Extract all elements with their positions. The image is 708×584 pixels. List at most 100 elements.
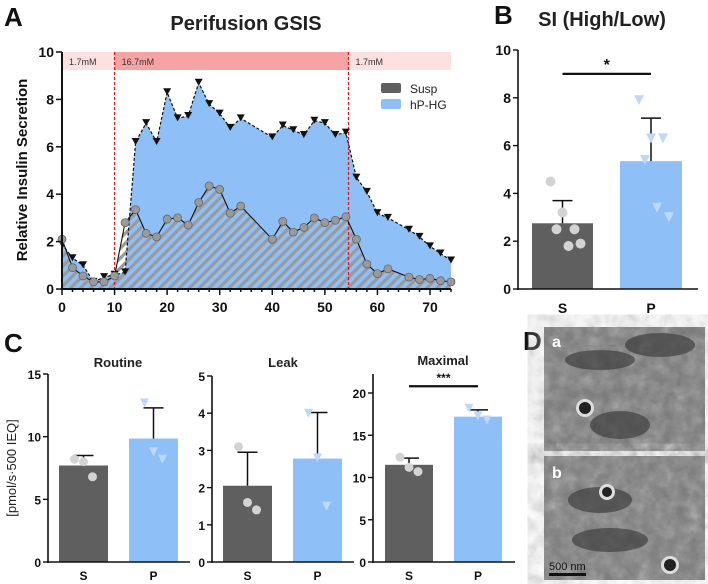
susp-point — [204, 181, 214, 191]
hp-hg-point — [341, 128, 350, 136]
y-tick-label: 0 — [198, 556, 205, 570]
x-tick-label: 10 — [107, 299, 123, 315]
susp-point — [436, 276, 445, 286]
hp-hg-point — [131, 138, 140, 146]
x-tick-label: S — [243, 569, 251, 583]
hp-hg-point — [268, 133, 277, 141]
y-tick-label: 8 — [46, 91, 54, 107]
data-point — [234, 442, 243, 452]
susp-point — [131, 205, 141, 215]
legend-label: Susp — [410, 82, 438, 96]
y-tick-label: 6 — [503, 138, 511, 154]
data-point — [149, 447, 158, 457]
susp-point — [173, 213, 183, 223]
y-tick-label: 2 — [503, 233, 511, 249]
granule-core — [579, 402, 591, 414]
hp-hg-point — [352, 173, 361, 181]
x-tick-label: 20 — [159, 299, 175, 315]
scale-bar-label: 500 nm — [549, 561, 586, 573]
hp-hg-point — [447, 256, 456, 264]
hp-hg-point — [100, 273, 109, 281]
data-point — [473, 411, 483, 421]
data-point — [482, 415, 492, 425]
x-tick-label: 0 — [58, 299, 66, 315]
data-point — [395, 452, 405, 462]
glucose-band — [348, 52, 452, 70]
x-tick-label: S — [558, 300, 567, 316]
hp-hg-point — [226, 123, 235, 131]
y-tick-label: 15 — [28, 368, 42, 382]
hp-hg-point — [215, 109, 224, 117]
hp-hg-point — [320, 119, 329, 127]
x-tick-label: 30 — [212, 299, 228, 315]
y-tick-label: 1 — [198, 519, 205, 533]
susp-point — [341, 212, 351, 222]
bar-P — [454, 416, 502, 562]
hp-hg-point — [163, 88, 172, 96]
susp-point — [351, 234, 361, 244]
hp-hg-point — [362, 187, 371, 195]
susp-point — [152, 232, 162, 242]
hp-hg-point — [310, 116, 319, 124]
chart-title: SI (High/Low) — [538, 9, 666, 31]
x-tick-label: P — [646, 300, 655, 316]
y-tick-label: 0 — [34, 556, 41, 570]
scale-bar — [549, 573, 586, 576]
hp-hg-point — [236, 114, 245, 122]
y-tick-label: 2 — [46, 234, 54, 250]
x-tick-label: P — [474, 569, 482, 583]
panel-letter-d: D — [523, 326, 542, 356]
hp-hg-point — [436, 249, 445, 257]
data-point — [404, 462, 414, 472]
susp-point — [330, 215, 340, 225]
susp-point — [299, 222, 309, 232]
data-point — [158, 454, 167, 464]
y-axis-label: Relative Insulin Secretion — [14, 79, 31, 262]
hp-hg-point — [404, 225, 413, 233]
susp-point — [383, 264, 393, 274]
data-point — [640, 154, 650, 165]
y-tick-label: 10 — [28, 431, 42, 445]
y-tick-label: 2 — [198, 482, 205, 496]
bar-P — [129, 438, 178, 562]
susp-point — [309, 213, 319, 223]
data-point — [569, 224, 580, 235]
susp-point — [278, 217, 288, 226]
mitochondrion — [572, 528, 648, 552]
susp-point — [141, 228, 151, 238]
susp-point — [215, 185, 225, 194]
data-point — [322, 501, 331, 511]
hp-hg-point — [289, 126, 298, 134]
y-tick-label: 10 — [38, 44, 54, 60]
susp-point — [110, 271, 119, 281]
glucose-band-label: 1.7mM — [356, 57, 384, 67]
panel-c-respiration-charts: Routine S P 0 5 10 15 [pmol/s·500 IEQ] Leak S P 0 1 2… — [4, 353, 515, 583]
legend-label: hP-HG — [410, 98, 447, 112]
data-point — [79, 457, 88, 467]
y-axis-label: [pmol/s·500 IEQ] — [4, 419, 19, 517]
x-tick-label: 50 — [317, 299, 333, 315]
y-tick-label: 10 — [353, 472, 367, 486]
susp-point — [183, 220, 193, 230]
bar-P — [293, 458, 342, 562]
susp-point — [415, 275, 424, 284]
x-tick-label: 40 — [264, 299, 280, 315]
hp-hg-point — [205, 100, 214, 108]
hp-hg-point — [184, 111, 193, 119]
data-point — [70, 454, 79, 464]
bar-P — [620, 161, 682, 289]
micrograph-b-label: b — [552, 465, 562, 482]
y-tick-label: 4 — [198, 407, 205, 421]
data-point — [634, 95, 644, 106]
data-point — [304, 408, 313, 418]
susp-point — [288, 227, 298, 237]
panel-letter-a: A — [4, 2, 23, 32]
chart-title: Routine — [94, 355, 142, 370]
panel-d-micrographs: a b 500 nm — [544, 327, 705, 580]
significance-marker: * — [604, 57, 611, 74]
micrograph-b-texture — [544, 456, 705, 580]
hp-hg-point — [152, 138, 161, 146]
panel-b-si-chart: SI (High/Low) S P 0 2 4 6 8 10 * — [495, 9, 698, 316]
bar-S — [385, 464, 433, 562]
